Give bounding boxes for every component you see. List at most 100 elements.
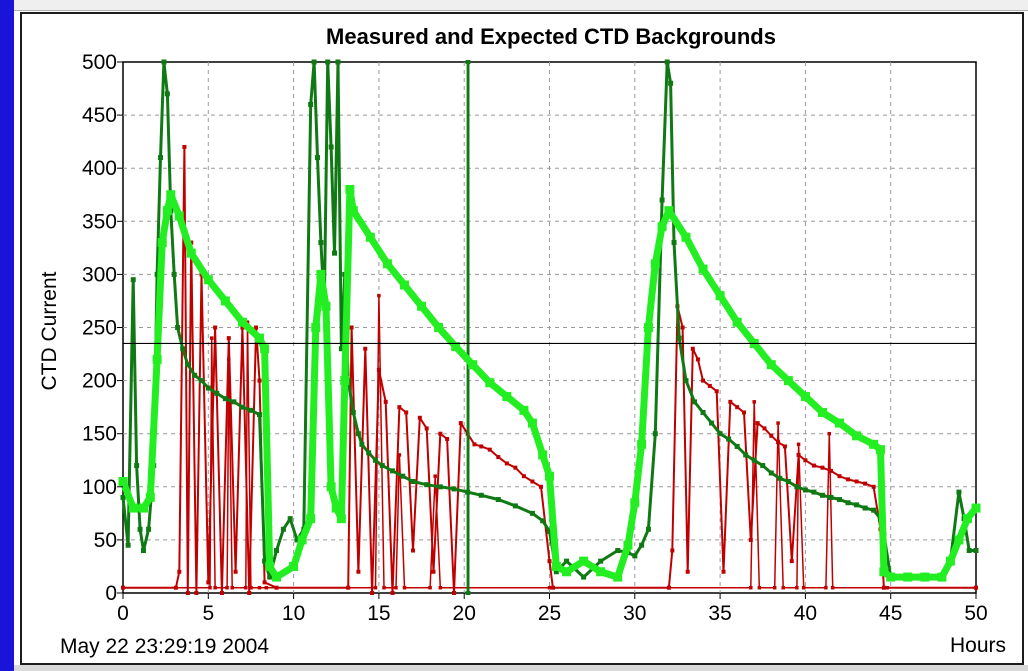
series-point-0 (247, 591, 252, 595)
series-point-2 (424, 482, 430, 488)
series-point-2 (700, 409, 706, 415)
series-point-4 (613, 572, 623, 582)
series-point-2 (338, 346, 344, 352)
series-point-4 (128, 503, 138, 513)
series-point-2 (390, 468, 396, 474)
series-point-2 (350, 409, 356, 415)
series-point-1 (776, 421, 780, 425)
series-point-4 (715, 291, 725, 301)
series-point-4 (800, 392, 810, 402)
series-point-2 (198, 378, 204, 384)
series-point-2 (366, 450, 372, 456)
series-point-0 (213, 325, 218, 330)
x-tick-label: 10 (282, 602, 305, 625)
series-point-2 (248, 407, 254, 413)
series-point-4 (562, 567, 572, 577)
series-point-0 (370, 591, 375, 595)
series-point-2 (862, 505, 868, 511)
series-point-1 (781, 585, 785, 590)
y-tick-label: 0 (105, 582, 117, 605)
series-point-1 (245, 320, 250, 324)
series-point-2 (632, 553, 638, 559)
series-point-4 (336, 514, 346, 524)
series-point-2 (164, 91, 170, 97)
series-point-2 (828, 494, 834, 500)
series-point-2 (325, 59, 331, 65)
series-point-2 (811, 489, 817, 495)
series-point-4 (265, 561, 275, 571)
series-point-1 (885, 585, 890, 590)
series-point-4 (545, 471, 554, 481)
series-point-2 (794, 484, 800, 490)
window-top-strip (14, 0, 1028, 11)
series-point-4 (311, 323, 321, 332)
series-point-0 (177, 569, 182, 574)
series-point-4 (326, 482, 336, 492)
series-point-2 (140, 548, 146, 554)
series-point-0 (219, 591, 224, 595)
series-point-4 (835, 418, 845, 428)
series-point-4 (623, 540, 633, 550)
series-point-4 (852, 431, 862, 441)
series-point-4 (186, 248, 196, 258)
series-point-2 (768, 470, 774, 476)
series-point-2 (267, 574, 273, 580)
series-point-2 (437, 484, 443, 490)
series-point-0 (479, 444, 484, 449)
y-tick-label: 500 (82, 51, 117, 74)
series-point-2 (175, 325, 181, 330)
series-point-1 (830, 585, 835, 590)
series-point-0 (828, 468, 833, 473)
series-point-4 (579, 556, 589, 566)
series-point-2 (239, 404, 245, 410)
series-point-1 (796, 442, 801, 447)
x-tick-label: 0 (117, 602, 129, 625)
series-point-4 (382, 259, 392, 269)
series-point-0 (714, 389, 719, 394)
series-point-0 (487, 447, 492, 452)
series-point-0 (254, 325, 259, 330)
series-point-2 (547, 528, 552, 534)
series-point-2 (717, 431, 723, 437)
series-point-4 (157, 238, 167, 248)
series-point-4 (502, 392, 512, 402)
series-point-1 (382, 585, 386, 590)
series-point-1 (428, 585, 432, 590)
x-tick-label: 45 (879, 602, 902, 625)
series-point-1 (974, 585, 978, 590)
y-tick-label: 400 (82, 157, 117, 180)
series-point-2 (871, 507, 877, 513)
series-point-0 (789, 559, 794, 564)
series-point-0 (755, 421, 760, 426)
series-point-1 (438, 585, 443, 590)
series-point-2 (512, 503, 518, 509)
series-point-0 (194, 591, 199, 595)
series-point-4 (954, 535, 964, 545)
series-point-4 (903, 572, 913, 582)
series-line-3 (466, 61, 470, 593)
series-point-0 (762, 426, 767, 431)
series-point-2 (311, 59, 317, 65)
series-point-4 (316, 269, 326, 279)
series-point-2 (495, 497, 501, 503)
series-point-0 (685, 569, 690, 574)
series-point-0 (257, 378, 262, 383)
series-point-0 (735, 405, 740, 410)
y-tick-label: 200 (82, 370, 117, 393)
series-point-3 (466, 60, 471, 64)
series-point-1 (377, 293, 381, 298)
series-point-4 (681, 232, 691, 242)
series-point-2 (664, 59, 670, 65)
series-point-0 (513, 465, 518, 470)
series-point-2 (308, 101, 314, 107)
series-point-0 (182, 144, 187, 149)
y-tick-label: 300 (82, 263, 117, 286)
series-point-2 (335, 59, 341, 65)
y-tick-label: 250 (82, 317, 117, 340)
series-point-0 (397, 405, 402, 410)
series-point-4 (451, 342, 461, 352)
series-point-1 (394, 585, 398, 590)
series-point-0 (438, 431, 443, 436)
